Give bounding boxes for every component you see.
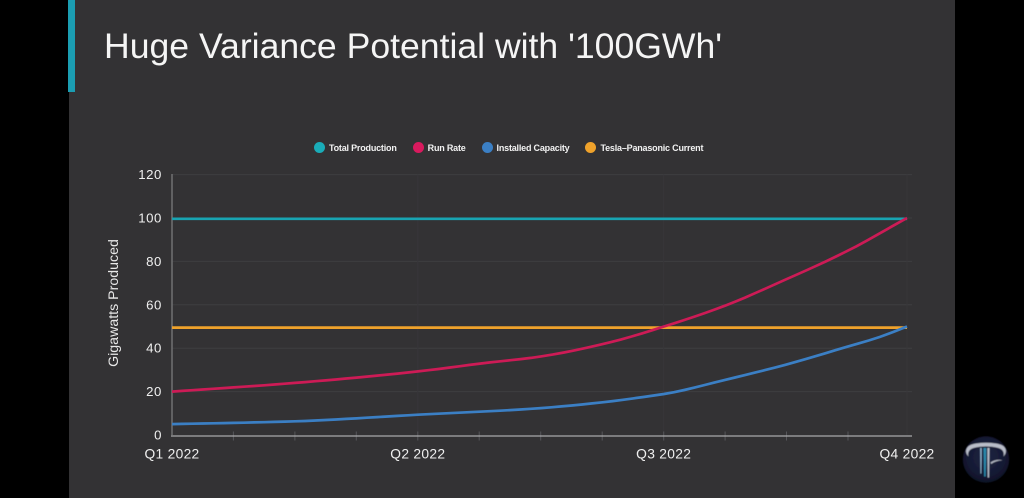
svg-text:0: 0 (154, 428, 162, 443)
svg-text:100: 100 (138, 211, 162, 226)
svg-text:40: 40 (146, 341, 162, 356)
svg-text:Q3 2022: Q3 2022 (636, 447, 691, 462)
svg-text:Q2 2022: Q2 2022 (390, 447, 445, 462)
svg-text:80: 80 (146, 254, 162, 269)
svg-text:120: 120 (138, 167, 162, 182)
svg-text:Q1 2022: Q1 2022 (144, 447, 199, 462)
svg-text:Gigawatts Produced: Gigawatts Produced (106, 239, 122, 367)
svg-text:60: 60 (146, 297, 162, 312)
svg-text:Q4 2022: Q4 2022 (879, 447, 934, 462)
svg-text:20: 20 (146, 384, 162, 399)
